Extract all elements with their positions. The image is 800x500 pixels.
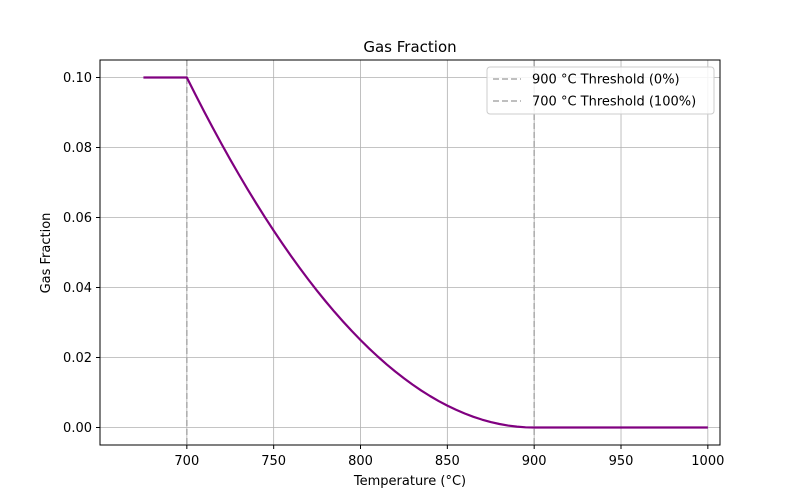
y-tick-label: 0.04 — [63, 281, 92, 296]
x-tick-label: 950 — [609, 454, 634, 469]
y-tick-label: 0.00 — [63, 421, 92, 436]
x-tick-label: 1000 — [691, 454, 724, 469]
data-series-line — [143, 76, 708, 429]
x-tick-label: 900 — [522, 454, 547, 469]
grid-lines — [100, 60, 720, 445]
y-tick-label: 0.02 — [63, 351, 92, 366]
x-tick-label: 850 — [435, 454, 460, 469]
x-tick-label: 750 — [261, 454, 286, 469]
y-tick-label: 0.06 — [63, 211, 92, 226]
y-tick-label: 0.10 — [63, 71, 92, 86]
legend-box — [486, 66, 715, 115]
legend-label: 700 °C Threshold (100%) — [532, 95, 696, 110]
legend: 900 °C Threshold (0%) 700 °C Threshold (1… — [486, 66, 715, 115]
legend-label: 900 °C Threshold (0%) — [532, 73, 680, 88]
chart-title: Gas Fraction — [363, 38, 456, 56]
x-axis-label: Temperature (°C) — [353, 474, 466, 489]
x-tick-label: 800 — [348, 454, 373, 469]
y-tick-label: 0.08 — [63, 141, 92, 156]
y-axis-label: Gas Fraction — [39, 213, 54, 294]
x-tick-label: 700 — [174, 454, 199, 469]
plot-frame — [99, 59, 721, 446]
